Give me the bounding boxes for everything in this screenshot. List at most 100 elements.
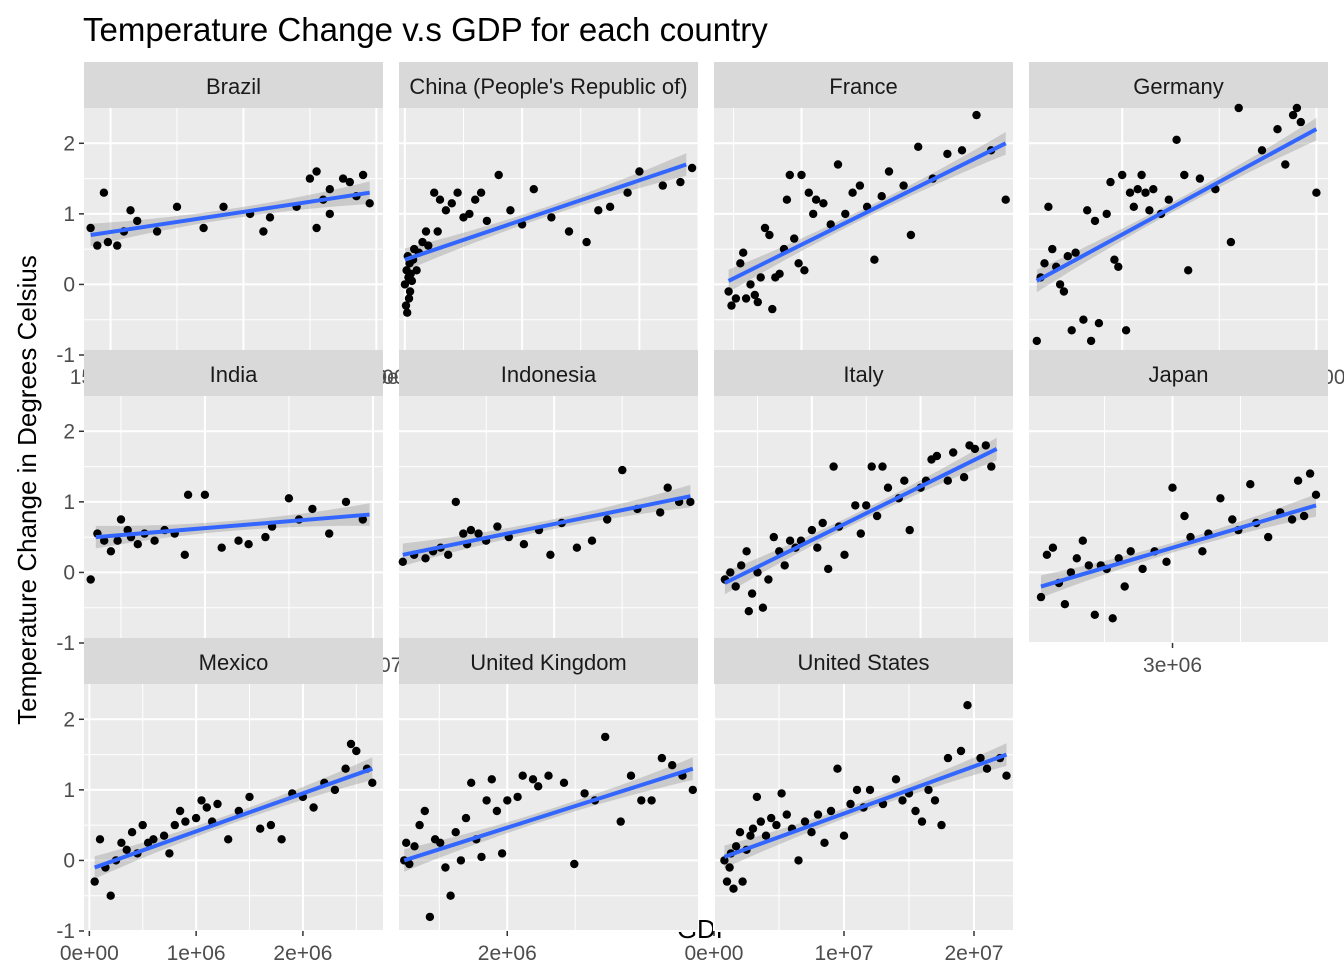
facet-india: India-10125e+061e+07 <box>56 350 402 677</box>
facet-indonesia: Indonesia2e+06 <box>398 350 698 677</box>
data-point <box>790 234 799 243</box>
facet-label: India <box>210 362 258 387</box>
facet-mexico: Mexico -1 0 1 2 0e+00 1e+06 2e+06 <box>56 638 383 960</box>
data-point <box>265 213 275 222</box>
data-point <box>1001 195 1010 204</box>
data-point <box>957 146 967 155</box>
data-point <box>1067 326 1076 335</box>
data-point <box>917 817 927 826</box>
data-point <box>1162 557 1171 566</box>
data-point <box>564 227 574 236</box>
trend-line <box>723 752 1008 859</box>
data-point <box>1137 170 1146 180</box>
data-point <box>1299 511 1309 521</box>
data-point <box>341 764 350 773</box>
data-point <box>626 771 636 780</box>
data-point <box>826 806 836 816</box>
data-point <box>735 828 745 837</box>
data-point <box>451 828 460 837</box>
data-point <box>259 227 268 236</box>
data-point <box>937 820 946 830</box>
data-point <box>202 803 211 812</box>
data-point <box>518 771 527 780</box>
data-point <box>807 828 816 837</box>
chart-title: Temperature Change v.s GDP for each coun… <box>83 11 768 48</box>
data-point <box>813 810 823 819</box>
data-point <box>772 820 781 830</box>
data-point <box>405 287 415 296</box>
data-point <box>720 856 729 865</box>
data-point <box>172 202 182 211</box>
data-point <box>972 110 981 120</box>
facet-panels: Brazil-1012150000025000003500000China (P… <box>56 62 1344 960</box>
data-point <box>93 241 102 250</box>
data-point <box>748 824 758 833</box>
data-point <box>1164 195 1174 204</box>
data-point <box>833 764 842 773</box>
data-point <box>623 188 632 197</box>
y-tick-label: 0 <box>63 849 75 872</box>
data-point <box>341 497 351 507</box>
trend-line <box>403 766 694 863</box>
data-point <box>459 529 468 538</box>
x-tick-label: 2e+06 <box>478 942 537 960</box>
data-point <box>224 835 233 844</box>
data-point <box>1114 554 1123 563</box>
data-point <box>266 820 276 830</box>
data-point <box>746 831 755 840</box>
data-point <box>513 792 522 802</box>
data-point <box>1133 185 1142 194</box>
data-point <box>647 796 656 805</box>
data-point <box>769 532 778 542</box>
x-tick-label: 1e+06 <box>167 942 226 960</box>
data-point <box>200 490 210 499</box>
data-point <box>736 259 745 268</box>
data-point <box>1296 117 1306 127</box>
data-point <box>635 167 644 176</box>
data-point <box>826 220 835 229</box>
data-point <box>425 912 435 922</box>
data-point <box>325 185 334 194</box>
y-tick-label: 2 <box>63 132 75 155</box>
data-point <box>782 195 792 204</box>
data-point <box>618 465 627 475</box>
y-tick-label: 2 <box>63 708 75 731</box>
data-point <box>943 149 952 159</box>
data-point <box>199 223 208 233</box>
data-point <box>905 525 914 535</box>
data-point <box>753 568 762 577</box>
data-point <box>1032 336 1042 346</box>
data-point <box>668 761 677 770</box>
data-point <box>1281 160 1290 169</box>
data-point <box>930 796 940 805</box>
data-point <box>726 568 735 577</box>
data-point <box>824 564 833 574</box>
data-point <box>976 753 985 763</box>
data-point <box>1108 614 1117 623</box>
data-point <box>234 806 243 816</box>
data-point <box>924 785 933 795</box>
data-point <box>676 177 685 187</box>
data-point <box>820 838 829 847</box>
data-point <box>1121 326 1131 335</box>
data-point <box>433 227 442 236</box>
data-point <box>1287 515 1297 524</box>
data-point <box>572 543 582 552</box>
trend-line <box>95 512 370 540</box>
data-point <box>1002 771 1011 780</box>
data-point <box>1086 336 1096 346</box>
data-point <box>943 476 952 485</box>
data-point <box>312 167 321 176</box>
facet-label: Germany <box>1133 74 1223 99</box>
data-point <box>688 785 697 795</box>
data-point <box>963 701 972 710</box>
data-point <box>1084 561 1094 570</box>
data-point <box>780 561 789 570</box>
data-point <box>346 739 356 749</box>
data-point <box>441 206 451 215</box>
data-point <box>444 550 453 559</box>
data-point <box>1292 103 1302 113</box>
panel-background <box>1029 396 1328 643</box>
data-point <box>855 181 865 190</box>
